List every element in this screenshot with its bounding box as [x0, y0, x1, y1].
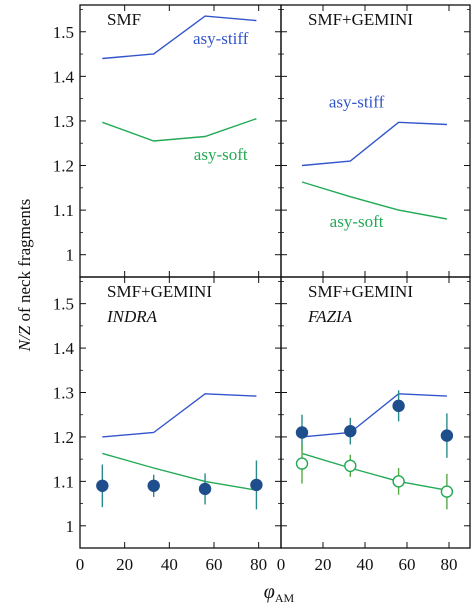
data-point-filled: [198, 482, 212, 496]
panel-title: SMF+GEMINI: [308, 10, 413, 29]
series-label: asy-soft: [330, 212, 384, 231]
y-tick-label: 1.3: [53, 112, 74, 131]
y-tick-label: 1: [66, 246, 75, 265]
x-axis-label-sub: AM: [275, 591, 295, 605]
data-point-open: [344, 459, 357, 473]
x-tick-label: 60: [206, 555, 223, 574]
y-tick-label: 1.2: [53, 428, 74, 447]
panel-top-right: SMF+GEMINI asy-stiff asy-soft: [280, 4, 471, 278]
y-tick-label: 1.3: [53, 384, 74, 403]
data-point-filled: [440, 429, 454, 442]
series-line-asy-stiff: [301, 121, 447, 167]
data-point-open: [440, 485, 454, 498]
panel-title: SMF+GEMINI: [107, 282, 212, 301]
x-tick-label: 80: [250, 555, 267, 574]
series-label: asy-soft: [194, 145, 248, 164]
series-line-asy-stiff: [102, 393, 257, 438]
y-tick-label: 1.5: [53, 295, 74, 314]
series-line-asy-soft: [102, 118, 257, 142]
x-tick-label: 20: [116, 555, 133, 574]
y-axis-label-italic: N/Z: [15, 325, 34, 352]
x-tick-label: 40: [161, 555, 178, 574]
data-point-filled: [147, 479, 160, 493]
data-point-filled: [344, 424, 357, 438]
panel-title: SMF+GEMINI: [308, 282, 413, 301]
x-axis-label-main: φ: [264, 581, 275, 603]
x-tick-label: 80: [441, 555, 458, 574]
series-line-asy-soft: [301, 452, 448, 491]
y-axis-label-rest: of neck fragments: [15, 199, 34, 326]
y-tick-label: 1.4: [53, 67, 75, 86]
data-point-filled: [392, 399, 405, 413]
data-point-open: [295, 457, 309, 470]
panel-top-left: 1 1.1 1.2 1.3 1.4 1.5 SMF asy-stiff asy-soft: [53, 4, 282, 278]
y-tick-label: 1.2: [53, 157, 74, 176]
y-tick-label: 1: [66, 517, 75, 536]
panel-bottom-left: 1 1.1 1.2 1.3 1.4 1.5 0 20 40 60 80 SMF+GEMINI INDRA: [53, 276, 282, 574]
data-point-filled: [295, 426, 309, 439]
panel-frame: [280, 276, 471, 549]
data-point-filled: [250, 478, 263, 492]
series-label: asy-stiff: [193, 29, 249, 48]
panel-title: SMF: [107, 10, 141, 29]
x-tick-label: 60: [399, 555, 416, 574]
x-tick-label: 0: [76, 555, 85, 574]
series-line-asy-stiff: [102, 15, 257, 60]
y-tick-label: 1.1: [53, 201, 74, 220]
x-tick-label: 20: [315, 555, 332, 574]
x-tick-label: 40: [357, 555, 374, 574]
series-line-asy-soft: [301, 181, 448, 220]
panels-group: 11.11.21.31.41.5SMFasy-stiffasy-softSMF+…: [53, 4, 471, 574]
panel-subtitle: INDRA: [106, 307, 158, 326]
y-axis-label: N/Z of neck fragments: [15, 199, 34, 353]
data-point-open: [392, 475, 405, 488]
y-tick-label: 1.5: [53, 23, 74, 42]
data-point-filled: [96, 479, 109, 493]
y-tick-label: 1.1: [53, 472, 74, 491]
series-line-asy-soft: [102, 452, 257, 491]
series-label: asy-stiff: [329, 93, 385, 112]
panel-frame: [79, 4, 282, 278]
series-line-asy-stiff: [301, 393, 447, 438]
panel-bottom-right: 0 20 40 60 80 SMF+GEMINI FAZIA: [277, 276, 471, 574]
x-axis-label: φAM: [264, 581, 295, 605]
y-tick-label: 1.4: [53, 339, 75, 358]
x-tick-label: 0: [277, 555, 286, 574]
panel-subtitle: FAZIA: [307, 307, 353, 326]
